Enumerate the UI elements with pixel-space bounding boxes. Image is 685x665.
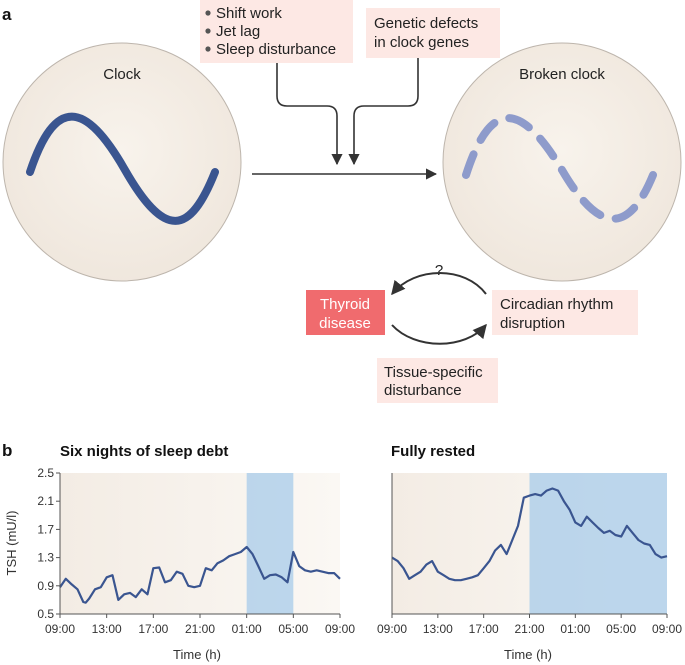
circadian-to-thyroid-arrow	[391, 272, 487, 296]
x-tick-label: 21:00	[514, 622, 544, 636]
bullet-icon	[205, 10, 211, 16]
genetic-arrow	[348, 58, 419, 166]
thyroid-disease-box	[306, 290, 385, 335]
factor-sleep-disturbance: Sleep disturbance	[216, 41, 336, 58]
chart-2-x-ticks: 09:00 13:00 17:00 21:00 01:00 05:00 09:00	[377, 614, 682, 636]
factor-shift-work: Shift work	[216, 5, 282, 22]
genetic-box	[366, 8, 500, 58]
genetic-line-2: in clock genes	[374, 34, 469, 51]
chart-1-y-ticks: 0.5 0.9 1.3 1.7 2.1 2.5	[37, 466, 60, 621]
y-tick-label: 0.5	[37, 607, 54, 621]
chart-1-tsh-line	[59, 545, 341, 604]
factors-list: Shift work Jet lag Sleep disturbance	[205, 5, 336, 58]
circadian-line-1: Circadian rhythm	[500, 296, 613, 313]
factor-jet-lag: Jet lag	[216, 23, 260, 40]
x-tick-label: 13:00	[423, 622, 453, 636]
chart-fully-rested: 09:00 13:00 17:00 21:00 01:00 05:00 09:00 Time…	[377, 473, 682, 662]
chart-1-x-ticks: 09:00 13:00 17:00 21:00 01:00 05:00 09:00	[45, 614, 355, 636]
x-tick-label: 21:00	[185, 622, 215, 636]
bullet-icon	[205, 46, 211, 52]
chart-2-tsh-line	[391, 487, 668, 582]
y-tick-label: 2.1	[37, 494, 54, 508]
x-tick-label: 13:00	[92, 622, 122, 636]
bullet-icon	[205, 28, 211, 34]
y-tick-label: 2.5	[37, 466, 54, 480]
thyroid-to-circadian-arrow	[391, 323, 487, 345]
chart-1-xlabel: Time (h)	[173, 647, 221, 662]
broken-clock-face	[442, 42, 682, 282]
x-tick-label: 01:00	[232, 622, 262, 636]
y-tick-label: 1.3	[37, 551, 54, 565]
chart-2-title: Fully rested	[391, 443, 475, 460]
thyroid-line-1: Thyroid	[320, 296, 370, 313]
tissue-line-2: disturbance	[384, 382, 462, 399]
tissue-line-1: Tissue-specific	[384, 364, 483, 381]
tissue-box	[377, 358, 498, 403]
broken-clock-wave	[462, 114, 659, 223]
chart-1-sleep-window	[246, 473, 294, 614]
chart-1-title: Six nights of sleep debt	[60, 443, 228, 460]
broken-clock-label: Broken clock	[519, 66, 605, 83]
chart-sleep-debt: 0.50.91.31.72.12.5 09:00 13:00 17:00 21:00 0…	[4, 466, 355, 662]
x-tick-label: 05:00	[278, 622, 308, 636]
factors-arrow	[276, 63, 343, 166]
x-tick-label: 09:00	[377, 622, 407, 636]
genetic-line-1: Genetic defects	[374, 15, 478, 32]
x-tick-label: 09:00	[652, 622, 682, 636]
chart-1-ylabel: TSH (mU/l)	[4, 511, 19, 576]
x-tick-label: 17:00	[469, 622, 499, 636]
x-tick-label: 09:00	[325, 622, 355, 636]
x-tick-label: 05:00	[606, 622, 636, 636]
circadian-line-2: disruption	[500, 315, 565, 332]
y-tick-label: 1.7	[37, 522, 54, 536]
panel-a-letter: a	[2, 5, 12, 24]
factors-box	[200, 0, 353, 63]
x-tick-label: 01:00	[560, 622, 590, 636]
x-tick-label: 09:00	[45, 622, 75, 636]
clock-wave	[26, 112, 219, 225]
chart-1-plot-area	[60, 473, 340, 614]
circadian-box	[492, 290, 638, 335]
question-mark: ?	[435, 262, 443, 279]
thyroid-line-2: disease	[319, 315, 371, 332]
chart-2-xlabel: Time (h)	[504, 647, 552, 662]
y-tick-label: 0.9	[37, 579, 54, 593]
clock-label: Clock	[103, 66, 141, 83]
x-tick-label: 17:00	[138, 622, 168, 636]
panel-b-letter: b	[2, 441, 12, 460]
